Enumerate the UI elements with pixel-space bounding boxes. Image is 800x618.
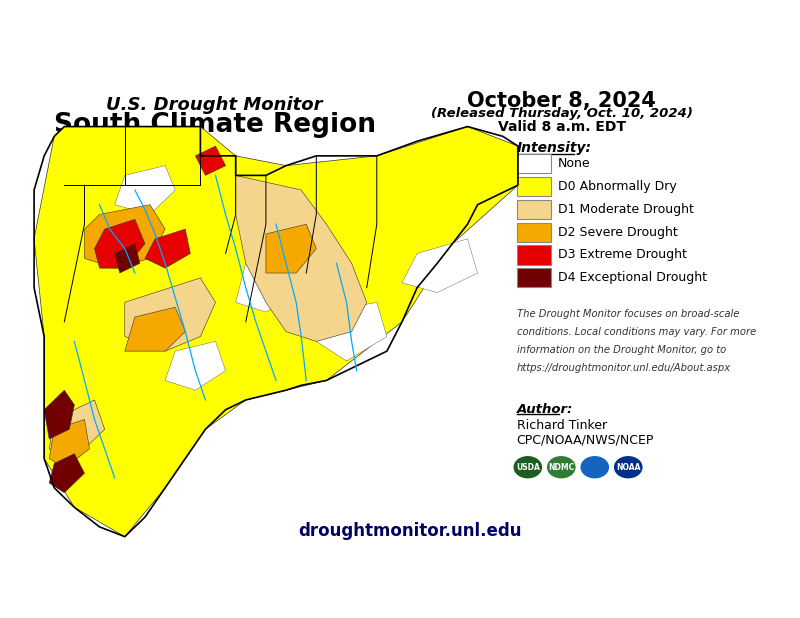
Polygon shape: [236, 176, 366, 341]
Polygon shape: [402, 239, 478, 292]
Circle shape: [514, 457, 542, 478]
Polygon shape: [34, 127, 518, 536]
Polygon shape: [44, 390, 74, 439]
Text: D2 Severe Drought: D2 Severe Drought: [558, 226, 678, 239]
Text: October 8, 2024: October 8, 2024: [467, 91, 656, 111]
FancyBboxPatch shape: [517, 200, 550, 219]
FancyBboxPatch shape: [517, 222, 550, 242]
Polygon shape: [195, 146, 226, 176]
Polygon shape: [114, 166, 175, 214]
Text: D3 Extreme Drought: D3 Extreme Drought: [558, 248, 687, 261]
Text: D1 Moderate Drought: D1 Moderate Drought: [558, 203, 694, 216]
Text: https://droughtmonitor.unl.edu/About.aspx: https://droughtmonitor.unl.edu/About.asp…: [517, 363, 730, 373]
Polygon shape: [50, 400, 105, 459]
Text: NDMC: NDMC: [548, 463, 574, 472]
Text: Author:: Author:: [517, 403, 573, 416]
Text: NOAA: NOAA: [616, 463, 641, 472]
Text: D0 Abnormally Dry: D0 Abnormally Dry: [558, 180, 677, 193]
Text: None: None: [558, 157, 591, 170]
Text: Richard Tinker: Richard Tinker: [517, 419, 606, 432]
Text: USDA: USDA: [516, 463, 540, 472]
Polygon shape: [145, 229, 190, 268]
FancyBboxPatch shape: [517, 245, 550, 265]
Polygon shape: [85, 205, 165, 268]
FancyBboxPatch shape: [517, 177, 550, 196]
Text: Intensity:: Intensity:: [517, 141, 592, 154]
Polygon shape: [125, 278, 215, 351]
Polygon shape: [125, 307, 186, 351]
Circle shape: [548, 457, 575, 478]
Polygon shape: [316, 302, 387, 361]
Polygon shape: [114, 243, 140, 273]
Polygon shape: [94, 219, 145, 268]
Polygon shape: [236, 253, 302, 312]
Text: information on the Drought Monitor, go to: information on the Drought Monitor, go t…: [517, 345, 726, 355]
Circle shape: [581, 457, 608, 478]
Text: CPC/NOAA/NWS/NCEP: CPC/NOAA/NWS/NCEP: [517, 433, 654, 446]
Polygon shape: [266, 224, 316, 273]
Text: Valid 8 a.m. EDT: Valid 8 a.m. EDT: [498, 120, 626, 134]
Text: The Drought Monitor focuses on broad-scale: The Drought Monitor focuses on broad-sca…: [517, 309, 739, 320]
Circle shape: [614, 457, 642, 478]
Text: D4 Exceptional Drought: D4 Exceptional Drought: [558, 271, 707, 284]
Polygon shape: [165, 341, 226, 390]
Text: South Climate Region: South Climate Region: [54, 112, 376, 138]
Polygon shape: [50, 420, 90, 468]
Polygon shape: [50, 454, 85, 493]
Text: (Released Thursday, Oct. 10, 2024): (Released Thursday, Oct. 10, 2024): [431, 106, 693, 119]
Text: U.S. Drought Monitor: U.S. Drought Monitor: [106, 96, 323, 114]
FancyBboxPatch shape: [517, 268, 550, 287]
FancyBboxPatch shape: [517, 154, 550, 173]
Text: conditions. Local conditions may vary. For more: conditions. Local conditions may vary. F…: [517, 328, 756, 337]
Text: droughtmonitor.unl.edu: droughtmonitor.unl.edu: [298, 522, 522, 540]
